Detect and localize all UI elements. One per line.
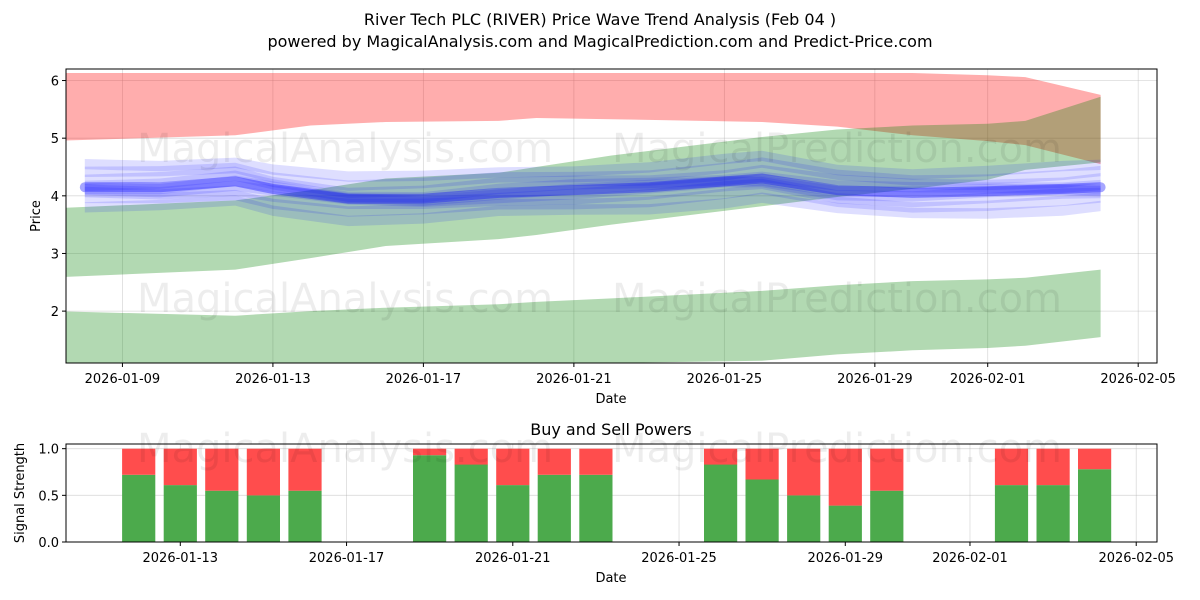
wave-band bbox=[84, 164, 1101, 199]
sell-bar bbox=[579, 448, 613, 475]
sell-bar bbox=[288, 448, 322, 491]
price-x-tick-label: 2026-01-29 bbox=[837, 372, 913, 387]
price-x-axis-label: Date bbox=[595, 392, 626, 407]
signal-x-tick-label: 2026-01-21 bbox=[475, 551, 551, 566]
price-y-tick-label: 3 bbox=[51, 247, 59, 262]
watermark-prediction: MagicalPrediction.com bbox=[612, 276, 1062, 322]
price-chart-panel: MagicalAnalysis.com MagicalPrediction.co… bbox=[29, 68, 1176, 407]
wave-band bbox=[84, 176, 1101, 207]
price-x-tick-label: 2026-01-25 bbox=[687, 372, 763, 387]
sell-bar bbox=[246, 448, 280, 496]
price-x-tick-label: 2026-02-05 bbox=[1100, 372, 1176, 387]
buy-bar bbox=[1036, 485, 1070, 542]
sell-bar bbox=[454, 448, 488, 465]
sell-bar bbox=[994, 448, 1029, 486]
sell-bar bbox=[1078, 448, 1112, 470]
price-x-tick-label: 2026-01-21 bbox=[536, 372, 612, 387]
buy-bar bbox=[413, 455, 447, 542]
chart-title: River Tech PLC (RIVER) Price Wave Trend … bbox=[364, 10, 836, 29]
watermark-analysis: MagicalAnalysis.com bbox=[137, 126, 553, 172]
price-y-tick-label: 6 bbox=[51, 75, 59, 90]
chart-subtitle: powered by MagicalAnalysis.com and Magic… bbox=[267, 32, 932, 51]
sell-bar bbox=[537, 448, 571, 475]
price-x-tick-label: 2026-01-13 bbox=[235, 372, 311, 387]
sell-bar bbox=[413, 448, 447, 456]
buy-bar bbox=[122, 474, 156, 542]
watermark-prediction: MagicalPrediction.com bbox=[612, 126, 1062, 172]
watermark-prediction: MagicalPrediction.com bbox=[612, 426, 1062, 472]
red-band bbox=[66, 73, 1101, 165]
signal-chart-panel: Buy and Sell Powers MagicalAnalysis.com … bbox=[13, 420, 1174, 586]
wave-band bbox=[84, 150, 1101, 182]
signal-y-tick-label: 0.0 bbox=[38, 536, 59, 551]
green-lower-band bbox=[66, 269, 1101, 363]
buy-bar bbox=[163, 485, 197, 542]
sell-bar bbox=[496, 448, 530, 486]
signal-y-tick-label: 0.5 bbox=[38, 489, 59, 504]
price-x-tick-label: 2026-01-09 bbox=[85, 372, 161, 387]
buy-bar bbox=[994, 485, 1029, 542]
price-x-tick-label: 2026-02-01 bbox=[950, 372, 1026, 387]
price-y-tick-label: 4 bbox=[51, 190, 59, 205]
buy-bar bbox=[704, 464, 738, 542]
signal-chart-title: Buy and Sell Powers bbox=[530, 420, 692, 439]
sell-bar bbox=[828, 448, 862, 506]
buy-bar bbox=[787, 495, 821, 542]
signal-x-tick-label: 2026-01-17 bbox=[309, 551, 385, 566]
buy-bar bbox=[745, 479, 779, 542]
price-plot-frame bbox=[65, 68, 1158, 364]
buy-bar bbox=[246, 495, 280, 542]
wave-band bbox=[84, 170, 1101, 203]
green-upper-band bbox=[66, 96, 1101, 277]
buy-bar bbox=[496, 485, 530, 542]
buy-bar bbox=[454, 464, 488, 542]
buy-bar bbox=[1078, 469, 1112, 542]
buy-bar bbox=[288, 490, 322, 542]
buy-bar bbox=[828, 505, 862, 542]
sell-bar bbox=[163, 448, 197, 486]
signal-x-tick-label: 2026-01-25 bbox=[641, 551, 717, 566]
price-y-axis-label: Price bbox=[29, 200, 44, 232]
sell-bar bbox=[1036, 448, 1070, 486]
signal-plot-frame bbox=[65, 443, 1158, 543]
price-y-tick-label: 2 bbox=[51, 305, 59, 320]
signal-x-tick-label: 2026-01-29 bbox=[808, 551, 884, 566]
buy-bar bbox=[537, 474, 571, 542]
sell-bar bbox=[787, 448, 821, 496]
signal-y-axis-label: Signal Strength bbox=[13, 443, 28, 543]
watermark-analysis: MagicalAnalysis.com bbox=[137, 276, 553, 322]
sell-bar bbox=[205, 448, 239, 491]
buy-bar bbox=[579, 474, 613, 542]
buy-bar bbox=[870, 490, 904, 542]
signal-x-tick-label: 2026-02-05 bbox=[1098, 551, 1174, 566]
signal-y-tick-label: 1.0 bbox=[38, 443, 59, 458]
signal-x-tick-label: 2026-01-13 bbox=[143, 551, 219, 566]
signal-x-axis-label: Date bbox=[595, 571, 626, 586]
sell-bar bbox=[870, 448, 904, 491]
wave-core-line bbox=[79, 173, 1106, 204]
price-y-tick-label: 5 bbox=[51, 132, 59, 147]
sell-bar bbox=[122, 448, 156, 475]
buy-bar bbox=[205, 490, 239, 542]
wave-band bbox=[84, 183, 1101, 217]
wave-band bbox=[84, 157, 1101, 191]
wave-band bbox=[84, 175, 1101, 206]
wave-band bbox=[84, 178, 1101, 209]
sell-bar bbox=[745, 448, 779, 480]
watermark-analysis: MagicalAnalysis.com bbox=[137, 426, 553, 472]
wave-band bbox=[84, 192, 1101, 227]
signal-x-tick-label: 2026-02-01 bbox=[932, 551, 1008, 566]
price-x-tick-label: 2026-01-17 bbox=[386, 372, 462, 387]
sell-bar bbox=[704, 448, 738, 465]
